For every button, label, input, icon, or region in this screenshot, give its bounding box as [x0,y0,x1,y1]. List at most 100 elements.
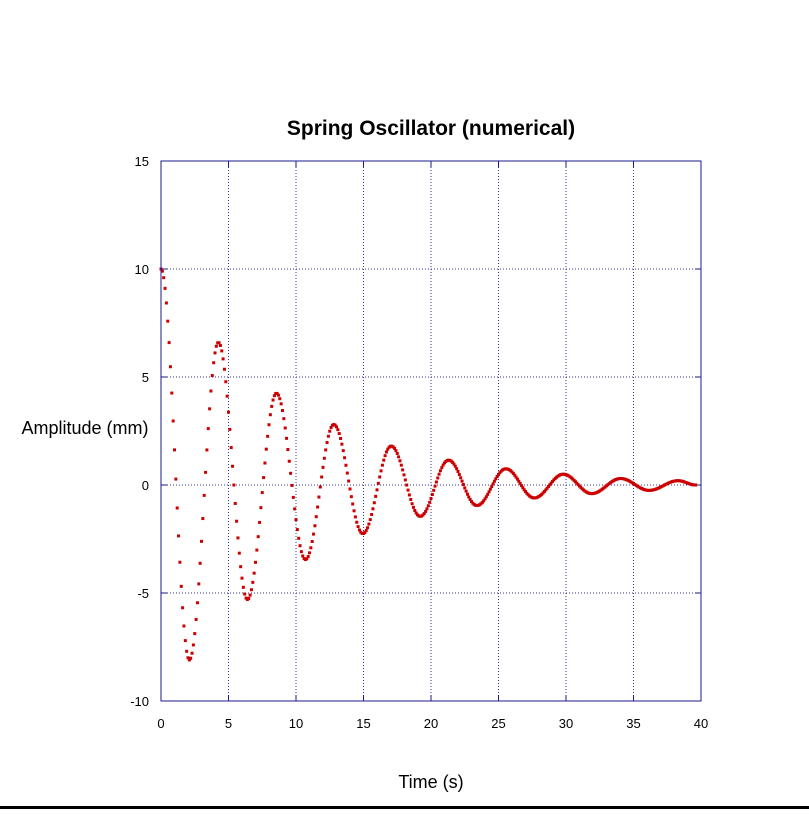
data-point [421,513,425,517]
data-point [201,517,205,521]
data-point [220,349,224,353]
data-point [289,471,293,475]
data-point [463,486,467,490]
data-point [494,477,498,481]
data-point [282,417,286,421]
data-point [225,394,229,398]
data-point [321,465,325,469]
data-point [287,459,291,463]
data-point [320,475,324,479]
data-point [355,520,359,524]
y-tick-label: 15 [135,154,149,169]
data-point [339,436,343,440]
data-point [278,397,282,401]
data-point [285,436,289,440]
data-point [367,522,371,526]
data-point [266,434,270,438]
data-point [364,529,368,533]
y-tick-label: 10 [135,262,149,277]
data-point [487,490,491,494]
data-point [407,493,411,497]
data-point [490,484,494,488]
data-point [545,486,549,490]
axis-ticks: 0 5 10 15 20 25 30 35 40 -10 -5 0 5 10 15 [130,154,708,731]
plot-frame [160,160,702,702]
y-tick-label: 5 [142,370,149,385]
data-point [425,507,429,511]
data-point [336,428,340,432]
data-point [182,624,186,628]
data-point [443,461,446,465]
data-point [366,526,370,530]
data-point [347,479,351,483]
data-point [482,499,486,503]
data-point [233,501,237,505]
data-point [395,451,399,455]
data-point [422,512,426,516]
data-point [411,505,415,509]
data-point [380,463,384,467]
data-point [343,456,347,460]
data-point [276,393,280,397]
data-point [248,593,252,597]
data-point [432,488,436,492]
data-point [305,557,309,561]
data-point [275,391,279,395]
data-point [181,606,185,610]
data-point [348,487,352,491]
data-point [313,524,317,528]
data-point [357,528,361,532]
grid-lines [161,161,701,701]
data-point [270,404,274,408]
data-point [314,515,318,519]
x-tick-label: 10 [289,716,303,731]
data-point [197,582,201,586]
data-point [174,477,178,481]
data-point [318,485,322,489]
data-point [406,488,410,492]
data-point [495,474,499,478]
bottom-border [0,806,809,809]
data-point [409,498,413,502]
data-point [374,494,378,498]
data-point [175,506,179,510]
data-point [386,447,390,451]
data-point [214,344,218,348]
data-point [397,455,401,459]
chart-title: Spring Oscillator (numerical) [287,117,575,140]
data-point [179,584,183,588]
data-point [491,482,495,486]
data-point [344,463,348,467]
data-point [195,601,199,605]
data-point [544,488,548,492]
data-point [548,483,552,487]
data-point [298,544,302,548]
data-point [240,576,244,580]
data-point [173,448,176,452]
data-point [283,426,287,430]
data-point [210,374,214,378]
data-point [241,585,245,589]
data-point [519,484,523,488]
data-point [694,483,698,487]
data-point [375,488,379,492]
data-point [518,481,522,485]
data-point [268,413,272,417]
data-point [414,511,418,515]
data-point [513,473,517,477]
data-point [316,505,320,509]
y-tick-label: -10 [130,694,149,709]
data-point [166,319,170,323]
data-point [515,477,519,481]
data-point [205,448,209,452]
data-point [309,546,313,550]
data-point [376,481,380,485]
data-point [286,448,290,452]
data-point [213,351,217,355]
data-point [189,656,193,660]
data-point [372,501,376,505]
data-point [351,502,355,506]
data-point [271,398,275,402]
data-point [453,464,457,468]
